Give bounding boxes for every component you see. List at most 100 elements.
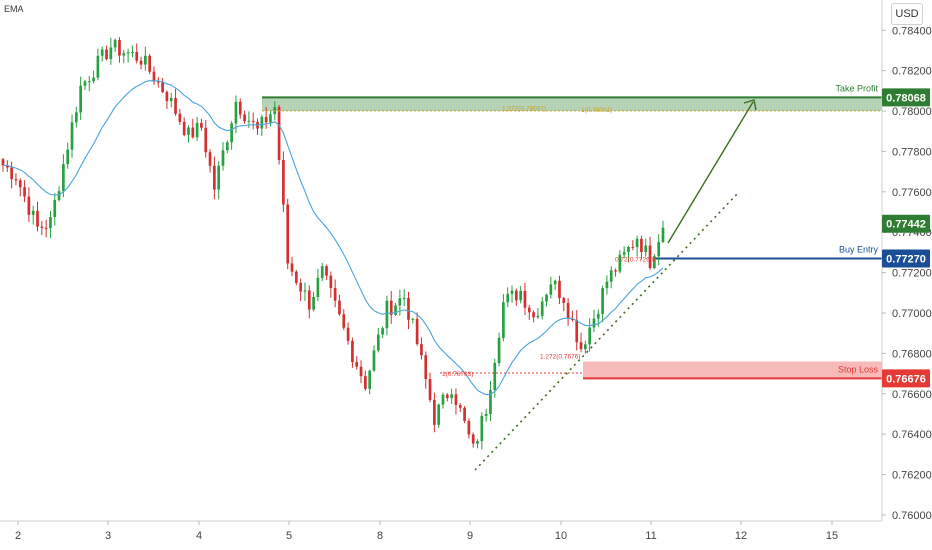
candle-body bbox=[351, 340, 354, 363]
candle-body bbox=[640, 238, 643, 253]
candle-body bbox=[105, 49, 108, 60]
candle-body bbox=[187, 127, 190, 135]
candle-body bbox=[532, 312, 535, 318]
candle-body bbox=[40, 226, 44, 228]
candle-body bbox=[506, 293, 510, 303]
candle-body bbox=[454, 394, 458, 405]
candle-body bbox=[545, 294, 548, 302]
candle-body bbox=[631, 246, 635, 248]
candle-body bbox=[156, 81, 160, 83]
candle-body bbox=[213, 165, 216, 190]
candle-body bbox=[131, 51, 134, 53]
candle-body bbox=[1, 159, 5, 166]
x-tick-label: 9 bbox=[467, 530, 473, 542]
candle-body bbox=[225, 142, 229, 151]
candle-body bbox=[523, 290, 527, 308]
stop-loss-label: Stop Loss bbox=[838, 364, 879, 374]
candle-body bbox=[527, 307, 531, 313]
candle-body bbox=[493, 363, 497, 391]
candle-body bbox=[566, 302, 570, 319]
candle-body bbox=[36, 210, 39, 227]
candle-body bbox=[571, 318, 574, 320]
candle-body bbox=[312, 296, 315, 310]
candle-body bbox=[653, 256, 656, 269]
candle-body bbox=[450, 394, 453, 399]
candle-body bbox=[644, 245, 648, 253]
candle-body bbox=[584, 344, 587, 350]
stop-loss-zone bbox=[583, 361, 882, 379]
candle-body bbox=[614, 270, 617, 272]
candle-body bbox=[118, 39, 121, 56]
candle-body bbox=[174, 98, 177, 114]
candle-body bbox=[290, 263, 294, 272]
candle-body bbox=[420, 344, 423, 356]
candle-body bbox=[394, 305, 397, 315]
y-tick-label: 0.76800 bbox=[892, 348, 932, 360]
candle-body bbox=[49, 217, 52, 229]
candle-body bbox=[359, 366, 363, 377]
x-tick-label: 15 bbox=[826, 530, 838, 542]
candle-body bbox=[53, 199, 57, 218]
trendline bbox=[474, 192, 739, 471]
candle-body bbox=[79, 85, 82, 113]
candle-body bbox=[558, 280, 561, 299]
take-profit-label: Take Profit bbox=[835, 83, 878, 93]
candle-body bbox=[601, 288, 604, 314]
candle-body bbox=[113, 39, 117, 48]
candle-body bbox=[437, 404, 441, 425]
candle-body bbox=[14, 179, 18, 181]
candle-body bbox=[264, 116, 268, 123]
candle-body bbox=[195, 122, 199, 138]
candle-body bbox=[303, 290, 307, 292]
candle-body bbox=[299, 282, 302, 292]
candle-body bbox=[661, 227, 665, 242]
candle-body bbox=[83, 81, 87, 86]
candle-body bbox=[588, 327, 592, 345]
candle-body bbox=[592, 318, 596, 328]
take-profit-price-tag-text: 0.78068 bbox=[886, 92, 926, 104]
candle-body bbox=[109, 47, 113, 60]
candle-body bbox=[96, 55, 100, 78]
y-tick-label: 0.78200 bbox=[892, 66, 932, 78]
candle-body bbox=[445, 394, 449, 399]
candle-body bbox=[411, 318, 415, 320]
candle-body bbox=[605, 281, 609, 289]
x-tick-label: 4 bbox=[196, 530, 202, 542]
candle-body bbox=[622, 252, 626, 255]
candle-body bbox=[471, 434, 475, 444]
candle-body bbox=[389, 300, 393, 315]
candle-body bbox=[251, 120, 255, 122]
candle-body bbox=[144, 55, 147, 65]
candle-body bbox=[648, 245, 652, 269]
candle-body bbox=[338, 300, 341, 315]
candle-body bbox=[100, 49, 104, 56]
fib-label: 1(0.76703) bbox=[442, 371, 473, 378]
candle-body bbox=[139, 60, 143, 65]
candle-body bbox=[316, 277, 320, 297]
candle-body bbox=[502, 302, 505, 338]
candle-body bbox=[657, 241, 661, 257]
candle-body bbox=[428, 379, 432, 400]
candle-body bbox=[208, 152, 212, 166]
candle-body bbox=[407, 297, 410, 320]
ema-line bbox=[2, 80, 664, 396]
take-profit-price-tag: 0.78068 bbox=[882, 88, 930, 107]
candle-body bbox=[57, 191, 61, 200]
candle-body bbox=[204, 127, 208, 153]
candle-body bbox=[635, 238, 639, 248]
projection-arrow-line bbox=[667, 101, 754, 244]
candle-body bbox=[31, 210, 35, 215]
candle-body bbox=[44, 227, 48, 229]
candle-body bbox=[200, 122, 203, 128]
y-tick-label: 0.77200 bbox=[892, 268, 932, 280]
current-price-tag-text: 0.77442 bbox=[886, 219, 926, 231]
candle-body bbox=[320, 266, 324, 278]
candle-body bbox=[70, 122, 74, 150]
y-tick-label: 0.76600 bbox=[892, 389, 932, 401]
candle-body bbox=[126, 52, 130, 54]
buy-entry-price-tag-text: 0.77270 bbox=[886, 253, 926, 265]
candle-body bbox=[230, 123, 233, 143]
currency-button[interactable]: USD bbox=[891, 3, 923, 25]
candle-body bbox=[458, 404, 462, 408]
